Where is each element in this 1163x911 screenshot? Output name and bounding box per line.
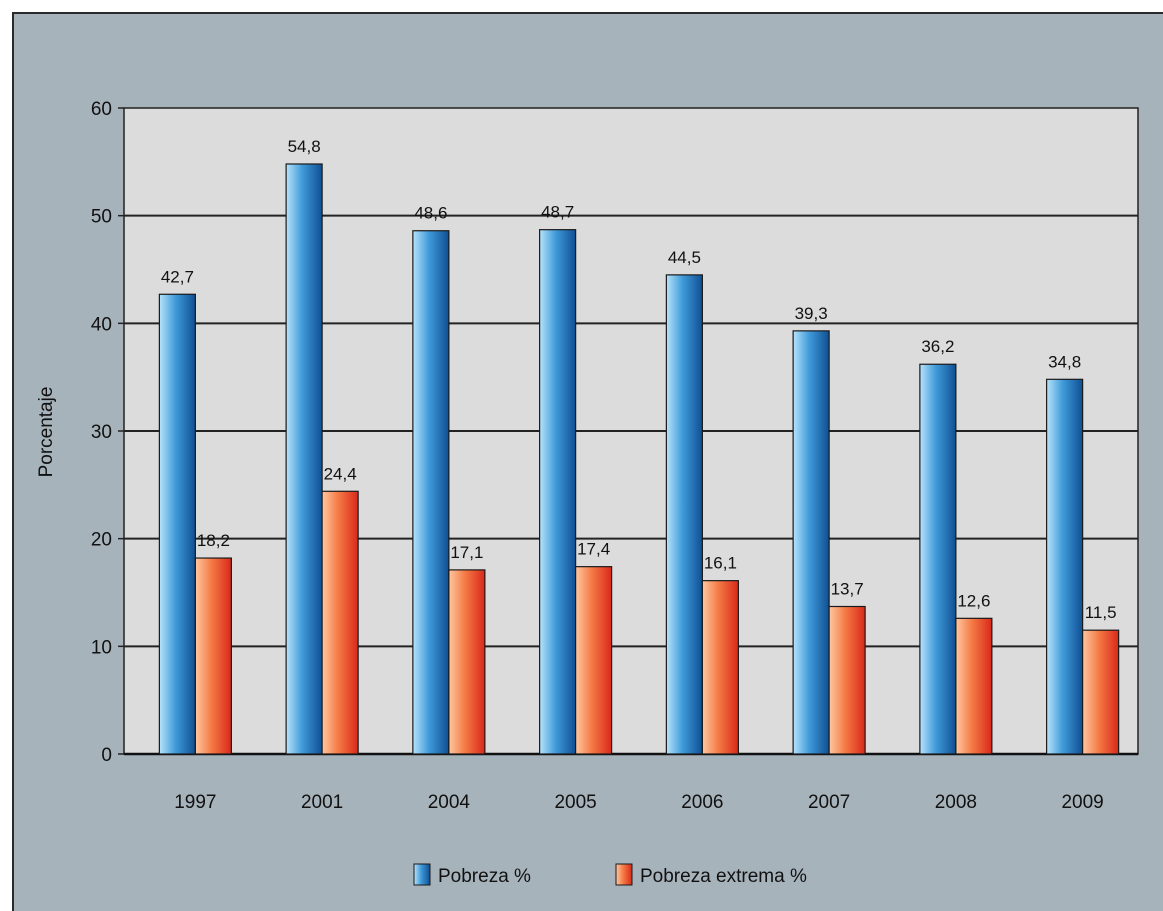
y-tick-label: 0 (101, 745, 112, 766)
y-tick-label: 60 (91, 99, 112, 120)
bar-pobreza-extrema-2006 (701, 580, 739, 755)
bar-pobreza-2009 (1046, 378, 1084, 755)
data-label: 39,3 (795, 304, 828, 323)
y-tick-label: 20 (91, 530, 112, 551)
data-label: 48,6 (414, 204, 447, 223)
data-label: 18,2 (197, 531, 230, 550)
legend: Pobreza % Pobreza extrema % (413, 863, 807, 887)
x-tick-label: 1997 (174, 792, 216, 813)
x-tick-label: 2008 (935, 792, 977, 813)
x-tick-label: 2005 (554, 792, 596, 813)
data-label: 44,5 (668, 248, 701, 267)
x-tick-label: 2009 (1061, 792, 1103, 813)
y-tick-label: 10 (91, 637, 112, 658)
bar-pobreza-2005 (539, 229, 577, 755)
y-axis-ticks: 0 10 20 30 40 50 60 (91, 99, 124, 766)
x-tick-label: 2004 (428, 792, 471, 813)
bar-pobreza-extrema-2005 (575, 566, 613, 755)
data-label: 16,1 (704, 554, 737, 573)
bar-pobreza-2006 (665, 274, 703, 755)
x-axis-labels: 1997 2001 2004 2005 2006 2007 2008 2009 (174, 792, 1104, 813)
data-labels: 42,7 18,2 54,8 24,4 48,6 17,1 48,7 17,4 44,5 16,1… (161, 137, 1117, 622)
x-tick-label: 2001 (301, 792, 343, 813)
bar-pobreza-extrema-2007 (828, 605, 866, 755)
y-axis-title: Porcentaje (36, 387, 57, 478)
legend-label: Pobreza % (438, 866, 531, 887)
y-tick-label: 30 (91, 422, 112, 443)
bar-pobreza-2007 (792, 330, 830, 755)
x-tick-label: 2007 (808, 792, 850, 813)
data-label: 11,5 (1085, 603, 1117, 622)
legend-swatch-pobreza-extrema (615, 863, 633, 886)
data-label: 34,8 (1048, 352, 1081, 371)
data-label: 54,8 (288, 137, 321, 156)
bar-pobreza-2001 (285, 163, 323, 755)
bars (158, 163, 1120, 755)
x-tick-label: 2006 (681, 792, 723, 813)
data-label: 48,7 (541, 203, 574, 222)
data-label: 13,7 (831, 579, 864, 598)
bar-pobreza-2004 (412, 230, 450, 755)
data-label: 42,7 (161, 267, 194, 286)
bar-pobreza-extrema-2009 (1082, 629, 1120, 755)
bar-pobreza-2008 (919, 363, 957, 755)
data-label: 17,1 (450, 543, 483, 562)
bar-pobreza-extrema-2001 (321, 490, 359, 755)
y-tick-label: 50 (91, 207, 112, 228)
data-label: 24,4 (324, 464, 357, 483)
legend-label: Pobreza extrema % (640, 866, 807, 887)
bar-pobreza-extrema-1997 (194, 557, 232, 755)
data-label: 36,2 (921, 337, 954, 356)
y-tick-label: 40 (91, 314, 112, 335)
data-label: 12,6 (957, 591, 990, 610)
data-label: 17,4 (577, 540, 610, 559)
bar-pobreza-extrema-2008 (955, 617, 993, 755)
legend-swatch-pobreza (413, 863, 431, 886)
bar-pobreza-1997 (158, 293, 196, 755)
bar-pobreza-extrema-2004 (448, 569, 486, 755)
